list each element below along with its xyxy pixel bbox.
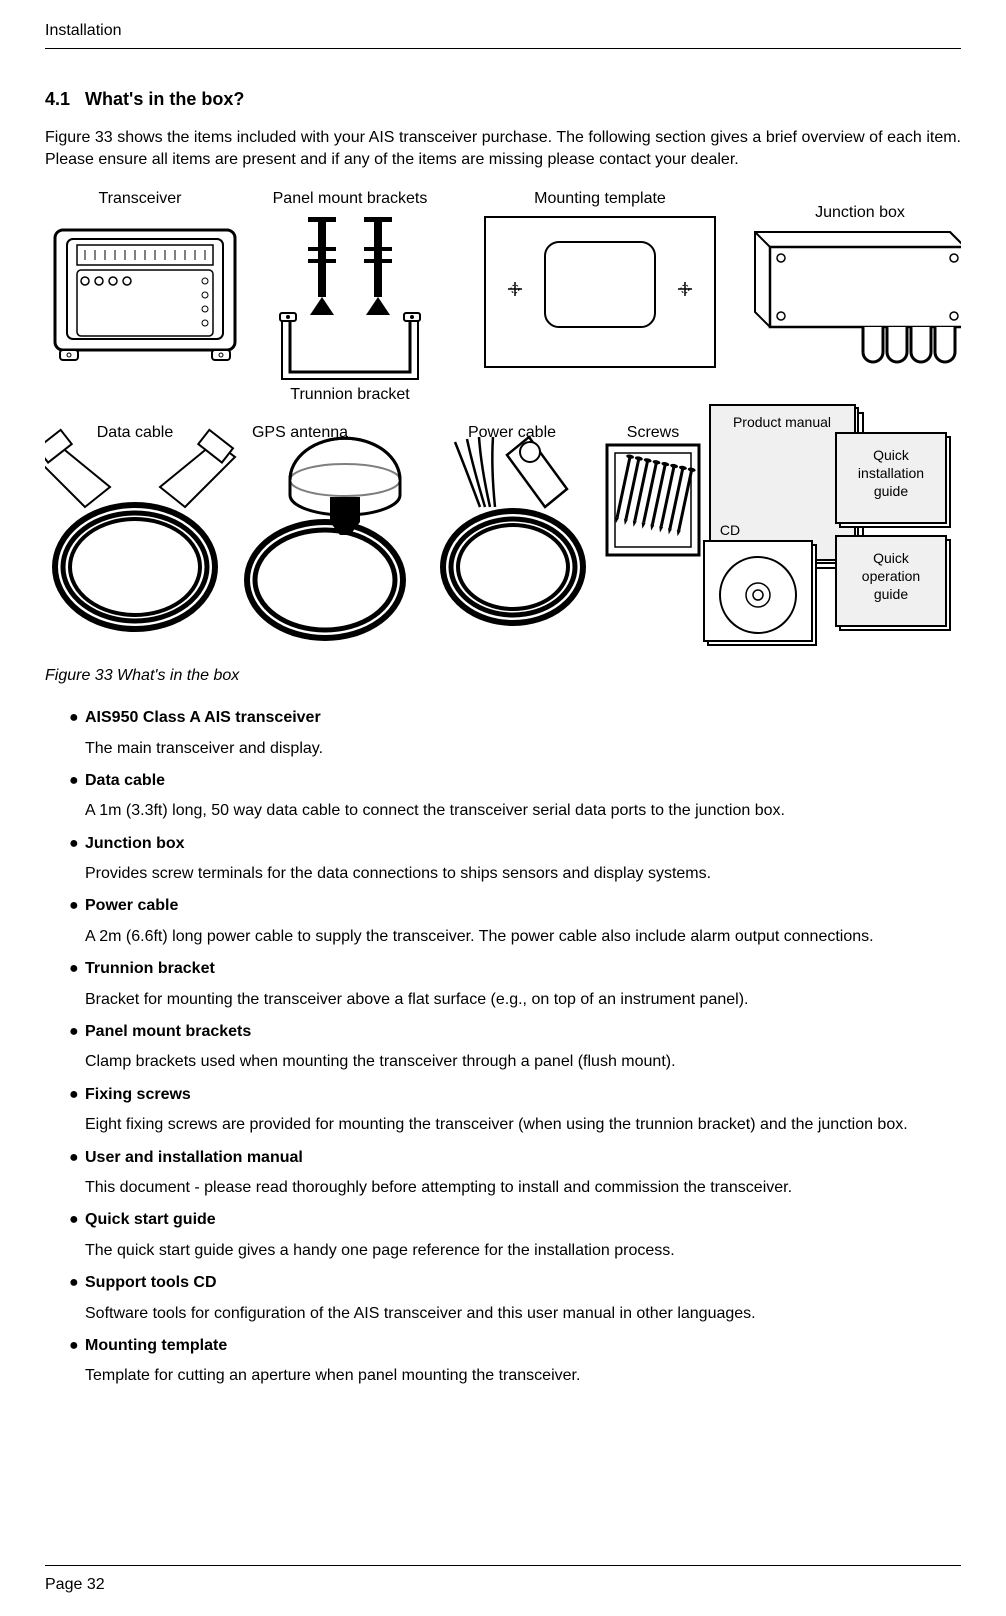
list-item: ●Panel mount brackets Clamp brackets use…: [85, 1021, 961, 1074]
box-contents-figure: Transceiver: [45, 187, 961, 647]
item-title: Fixing screws: [85, 1086, 191, 1103]
quick-op-label-3: guide: [874, 586, 908, 602]
mounting-template-icon: [485, 217, 715, 367]
list-item: ●Power cable A 2m (6.6ft) long power cab…: [85, 895, 961, 948]
list-item: ●Support tools CD Software tools for con…: [85, 1272, 961, 1325]
item-desc: Bracket for mounting the transceiver abo…: [85, 989, 961, 1011]
bullet-icon: ●: [69, 895, 85, 917]
mounting-template-label: Mounting template: [534, 190, 666, 207]
bullet-icon: ●: [69, 833, 85, 855]
list-item: ●Trunnion bracket Bracket for mounting t…: [85, 958, 961, 1011]
figure-container: Transceiver: [45, 187, 961, 654]
item-title: Trunnion bracket: [85, 960, 215, 977]
item-desc: The main transceiver and display.: [85, 738, 961, 760]
intro-paragraph: Figure 33 shows the items included with …: [45, 127, 961, 172]
list-item: ●Fixing screws Eight fixing screws are p…: [85, 1084, 961, 1137]
bullet-icon: ●: [69, 707, 85, 729]
section-heading: What's in the box?: [85, 89, 244, 109]
item-desc: Eight fixing screws are provided for mou…: [85, 1114, 961, 1136]
item-desc: A 1m (3.3ft) long, 50 way data cable to …: [85, 800, 961, 822]
junction-box-icon: [755, 232, 961, 362]
product-manual-label: Product manual: [733, 414, 831, 430]
section-title: 4.1 What's in the box?: [45, 87, 961, 112]
quick-op-label-2: operation: [862, 568, 920, 584]
bullet-icon: ●: [69, 1084, 85, 1106]
screws-icon: [607, 445, 699, 555]
item-desc: Provides screw terminals for the data co…: [85, 863, 961, 885]
item-desc: Clamp brackets used when mounting the tr…: [85, 1051, 961, 1073]
item-title: User and installation manual: [85, 1149, 303, 1166]
item-desc: Template for cutting an aperture when pa…: [85, 1365, 961, 1387]
junction-box-label: Junction box: [815, 204, 905, 221]
header-text: Installation: [45, 22, 122, 39]
bullet-icon: ●: [69, 1209, 85, 1231]
trunnion-label: Trunnion bracket: [290, 386, 410, 403]
bullet-icon: ●: [69, 958, 85, 980]
quick-op-label-1: Quick: [873, 550, 910, 566]
bullet-icon: ●: [69, 1272, 85, 1294]
trunnion-icon: [280, 313, 420, 379]
panel-mount-icon: [308, 217, 392, 315]
manuals-group-icon: Product manual CD Quick installation gui…: [704, 405, 950, 645]
list-item: ●Quick start guide The quick start guide…: [85, 1209, 961, 1262]
transceiver-icon: [55, 230, 235, 360]
bullet-icon: ●: [69, 770, 85, 792]
gps-antenna-icon: [247, 439, 403, 639]
item-title: Junction box: [85, 835, 185, 852]
list-item: ●AIS950 Class A AIS transceiver The main…: [85, 707, 961, 760]
item-title: Support tools CD: [85, 1274, 217, 1291]
item-desc: The quick start guide gives a handy one …: [85, 1240, 961, 1262]
item-desc: A 2m (6.6ft) long power cable to supply …: [85, 926, 961, 948]
power-cable-label: Power cable: [468, 424, 556, 441]
bullet-icon: ●: [69, 1147, 85, 1169]
item-title: Mounting template: [85, 1337, 227, 1354]
list-item: ●Data cable A 1m (3.3ft) long, 50 way da…: [85, 770, 961, 823]
item-title: Power cable: [85, 897, 178, 914]
item-title: Data cable: [85, 772, 165, 789]
bullet-icon: ●: [69, 1021, 85, 1043]
section-number: 4.1: [45, 89, 70, 109]
item-desc: Software tools for configuration of the …: [85, 1303, 961, 1325]
item-title: Panel mount brackets: [85, 1023, 251, 1040]
page-footer: Page 32: [45, 1565, 961, 1596]
bullet-icon: ●: [69, 1335, 85, 1357]
panel-mount-label: Panel mount brackets: [273, 190, 428, 207]
transceiver-label: Transceiver: [99, 190, 183, 207]
list-item: ●Junction box Provides screw terminals f…: [85, 833, 961, 886]
list-item: ●User and installation manual This docum…: [85, 1147, 961, 1200]
data-cable-label: Data cable: [97, 424, 174, 441]
item-title: Quick start guide: [85, 1211, 216, 1228]
cd-label: CD: [720, 522, 740, 538]
power-cable-icon: [443, 437, 583, 623]
quick-install-label-2: installation: [858, 465, 924, 481]
page-header: Installation: [45, 20, 961, 49]
quick-install-label-1: Quick: [873, 447, 910, 463]
list-item: ●Mounting template Template for cutting …: [85, 1335, 961, 1388]
item-title: AIS950 Class A AIS transceiver: [85, 709, 321, 726]
quick-install-label-3: guide: [874, 483, 908, 499]
items-list: ●AIS950 Class A AIS transceiver The main…: [45, 707, 961, 1388]
figure-caption: Figure 33 What's in the box: [45, 665, 961, 687]
item-desc: This document - please read thoroughly b…: [85, 1177, 961, 1199]
screws-label: Screws: [627, 424, 679, 441]
page-number: Page 32: [45, 1576, 105, 1593]
data-cable-icon: [45, 430, 235, 629]
